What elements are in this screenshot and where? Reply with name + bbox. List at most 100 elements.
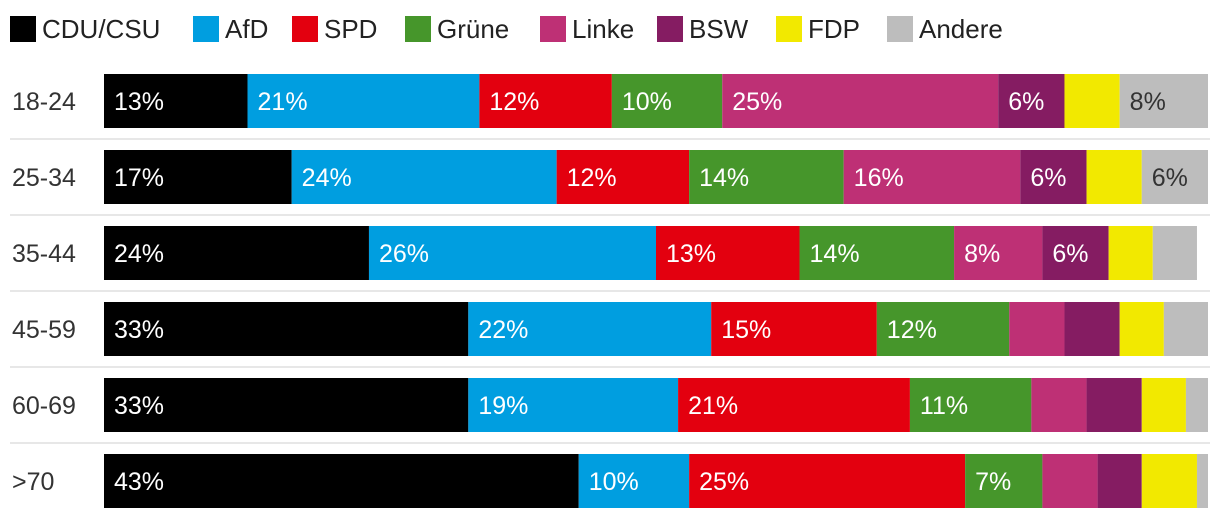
data-label-cdu-csu-over-70: 43% bbox=[114, 468, 164, 496]
legend-label-andere: Andere bbox=[919, 14, 1003, 44]
bar-andere-over-70 bbox=[1196, 454, 1208, 508]
bar-bsw-45-59 bbox=[1064, 302, 1120, 356]
data-label-afd-45-59: 22% bbox=[478, 316, 528, 344]
category-label-over-70: >70 bbox=[12, 468, 54, 496]
bar-linke-35-44 bbox=[954, 226, 1043, 280]
legend-swatch-andere bbox=[887, 16, 913, 42]
data-label-bsw-18-24: 6% bbox=[1008, 88, 1044, 116]
data-label-gruene-18-24: 10% bbox=[622, 88, 672, 116]
data-label-bsw-35-44: 6% bbox=[1052, 240, 1088, 268]
bar-linke-25-34 bbox=[843, 150, 1021, 204]
data-label-afd-18-24: 21% bbox=[258, 88, 308, 116]
legend-label-linke: Linke bbox=[572, 14, 634, 44]
data-label-linke-18-24: 25% bbox=[732, 88, 782, 116]
bar-andere-18-24 bbox=[1119, 74, 1208, 128]
bar-fdp-45-59 bbox=[1119, 302, 1164, 356]
data-label-spd-45-59: 15% bbox=[721, 316, 771, 344]
bar-spd-45-59 bbox=[711, 302, 877, 356]
data-label-linke-25-34: 16% bbox=[854, 164, 904, 192]
bar-afd-18-24 bbox=[247, 74, 480, 128]
bar-andere-35-44 bbox=[1152, 226, 1197, 280]
data-label-cdu-csu-45-59: 33% bbox=[114, 316, 164, 344]
bar-fdp-60-69 bbox=[1141, 378, 1186, 432]
data-label-afd-over-70: 10% bbox=[589, 468, 639, 496]
data-label-gruene-over-70: 7% bbox=[975, 468, 1011, 496]
legend-swatch-gruene bbox=[405, 16, 431, 42]
bar-andere-60-69 bbox=[1185, 378, 1208, 432]
data-label-andere-25-34: 6% bbox=[1152, 164, 1188, 192]
legend-swatch-fdp bbox=[776, 16, 802, 42]
data-label-cdu-csu-60-69: 33% bbox=[114, 392, 164, 420]
bar-cdu-csu-35-44 bbox=[104, 226, 369, 280]
bar-afd-45-59 bbox=[468, 302, 712, 356]
bar-spd-18-24 bbox=[479, 74, 612, 128]
legend-swatch-bsw bbox=[657, 16, 683, 42]
legend-label-cdu-csu: CDU/CSU bbox=[42, 14, 160, 44]
bar-bsw-over-70 bbox=[1097, 454, 1142, 508]
data-label-spd-25-34: 12% bbox=[567, 164, 617, 192]
bar-linke-60-69 bbox=[1031, 378, 1087, 432]
legend: CDU/CSU AfD SPD Grüne Linke BSW FDP Andere bbox=[10, 14, 1003, 44]
bar-cdu-csu-18-24 bbox=[104, 74, 248, 128]
category-label-45-59: 45-59 bbox=[12, 316, 76, 344]
bar-afd-25-34 bbox=[291, 150, 557, 204]
bar-spd-60-69 bbox=[678, 378, 910, 432]
legend-label-spd: SPD bbox=[324, 14, 377, 44]
data-label-cdu-csu-25-34: 17% bbox=[114, 164, 164, 192]
bar-andere-25-34 bbox=[1141, 150, 1208, 204]
data-label-cdu-csu-35-44: 24% bbox=[114, 240, 164, 268]
data-label-andere-18-24: 8% bbox=[1130, 88, 1166, 116]
category-label-18-24: 18-24 bbox=[12, 88, 76, 116]
data-label-cdu-csu-18-24: 13% bbox=[114, 88, 164, 116]
legend-swatch-linke bbox=[540, 16, 566, 42]
bar-spd-25-34 bbox=[556, 150, 690, 204]
data-label-afd-60-69: 19% bbox=[478, 392, 528, 420]
legend-label-gruene: Grüne bbox=[437, 14, 509, 44]
bar-gruene-60-69 bbox=[909, 378, 1032, 432]
bar-bsw-35-44 bbox=[1042, 226, 1109, 280]
data-label-gruene-45-59: 12% bbox=[887, 316, 937, 344]
bar-bsw-60-69 bbox=[1086, 378, 1142, 432]
data-label-gruene-60-69: 11% bbox=[920, 392, 968, 420]
data-label-gruene-25-34: 14% bbox=[699, 164, 749, 192]
legend-swatch-afd bbox=[193, 16, 219, 42]
bar-cdu-csu-45-59 bbox=[104, 302, 469, 356]
category-label-35-44: 35-44 bbox=[12, 240, 76, 268]
data-label-spd-over-70: 25% bbox=[699, 468, 749, 496]
data-label-spd-18-24: 12% bbox=[489, 88, 539, 116]
category-label-25-34: 25-34 bbox=[12, 164, 76, 192]
bar-andere-45-59 bbox=[1163, 302, 1208, 356]
data-label-bsw-25-34: 6% bbox=[1030, 164, 1066, 192]
data-label-linke-35-44: 8% bbox=[964, 240, 1000, 268]
bar-linke-over-70 bbox=[1042, 454, 1098, 508]
bar-cdu-csu-60-69 bbox=[104, 378, 469, 432]
bar-afd-60-69 bbox=[468, 378, 679, 432]
bar-spd-over-70 bbox=[689, 454, 966, 508]
bar-gruene-45-59 bbox=[876, 302, 1010, 356]
data-label-gruene-35-44: 14% bbox=[810, 240, 860, 268]
bar-gruene-18-24 bbox=[611, 74, 723, 128]
bar-gruene-over-70 bbox=[965, 454, 1043, 508]
data-label-afd-35-44: 26% bbox=[379, 240, 429, 268]
bar-bsw-25-34 bbox=[1020, 150, 1087, 204]
bar-spd-35-44 bbox=[656, 226, 800, 280]
bar-afd-over-70 bbox=[578, 454, 690, 508]
legend-label-afd: AfD bbox=[225, 14, 268, 44]
bar-cdu-csu-25-34 bbox=[104, 150, 292, 204]
legend-swatch-spd bbox=[292, 16, 318, 42]
bar-fdp-18-24 bbox=[1064, 74, 1120, 128]
bar-linke-18-24 bbox=[722, 74, 999, 128]
bar-gruene-35-44 bbox=[799, 226, 955, 280]
bar-fdp-25-34 bbox=[1086, 150, 1142, 204]
data-label-spd-60-69: 21% bbox=[688, 392, 738, 420]
bar-gruene-25-34 bbox=[689, 150, 844, 204]
bar-cdu-csu-over-70 bbox=[104, 454, 579, 508]
bar-fdp-35-44 bbox=[1108, 226, 1153, 280]
data-label-spd-35-44: 13% bbox=[666, 240, 716, 268]
chart-rows: 18-24 13% 21% 12% 10% 25% 6% 8% 25-34 17% 24% 12% 14… bbox=[10, 74, 1210, 508]
legend-label-fdp: FDP bbox=[808, 14, 860, 44]
legend-swatch-cdu-csu bbox=[10, 16, 36, 42]
bar-afd-35-44 bbox=[368, 226, 656, 280]
